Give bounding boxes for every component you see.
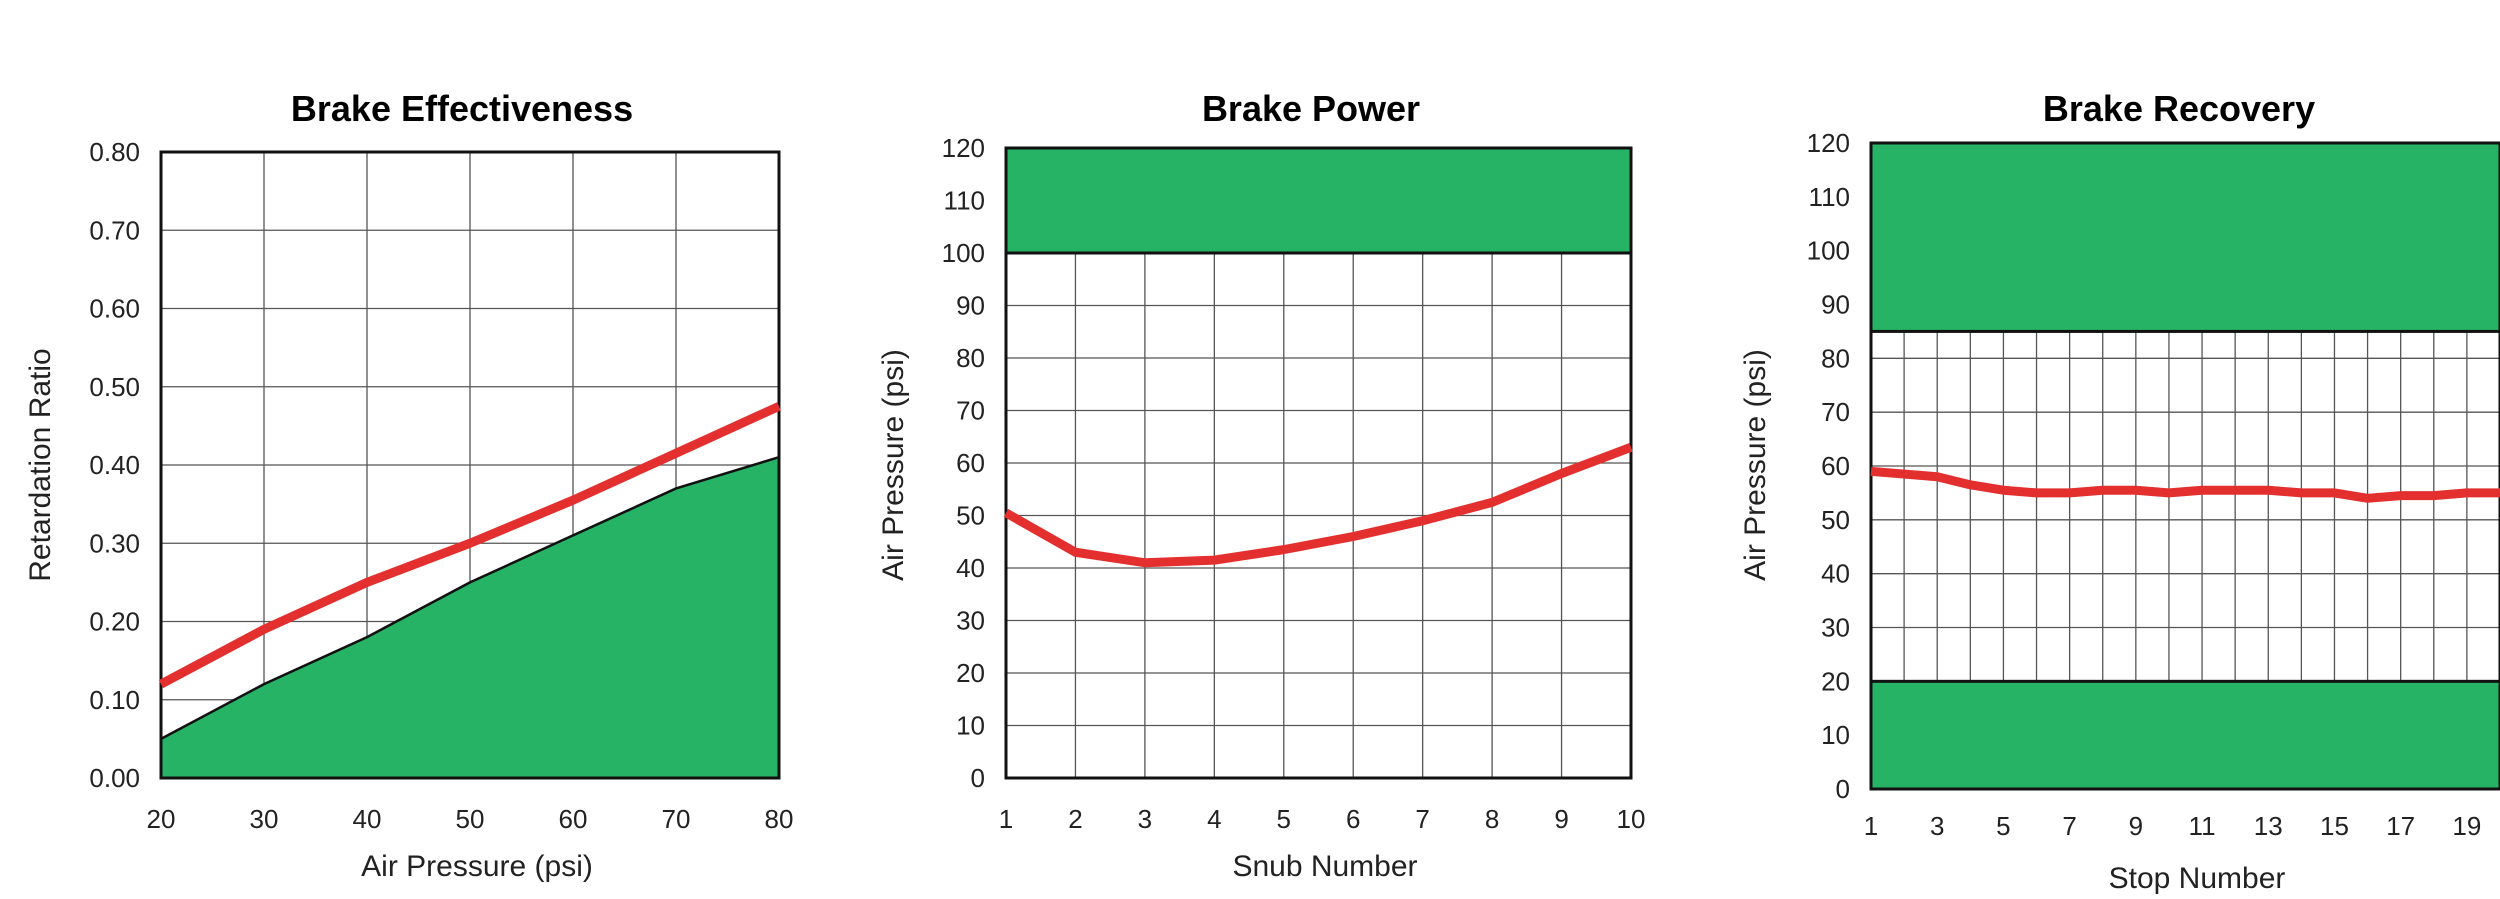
x-tick-label: 7 — [1415, 804, 1429, 834]
y-tick-label: 0.00 — [89, 763, 140, 793]
y-tick-label: 0 — [1836, 774, 1850, 804]
x-tick-label: 2 — [1068, 804, 1082, 834]
x-tick-label: 80 — [765, 804, 794, 834]
y-tick-label: 120 — [942, 133, 985, 163]
x-tick-label: 8 — [1485, 804, 1499, 834]
series-line — [158, 402, 781, 689]
y-axis-label: Air Pressure (psi) — [1739, 349, 1772, 581]
y-tick-label: 60 — [956, 448, 985, 478]
x-axis-label: Stop Number — [2109, 862, 2286, 895]
x-tick-label: 10 — [1617, 804, 1646, 834]
chart-title: Brake Recovery — [2043, 88, 2315, 129]
x-tick-label: 19 — [2452, 811, 2481, 841]
y-tick-label: 30 — [956, 606, 985, 636]
y-tick-label: 90 — [956, 291, 985, 321]
y-tick-label: 20 — [956, 658, 985, 688]
x-axis-label: Snub Number — [1232, 850, 1417, 883]
y-tick-label: 0.10 — [89, 685, 140, 715]
x-tick-label: 9 — [1554, 804, 1568, 834]
acceptable-band — [1869, 141, 2500, 333]
y-tick-label: 40 — [1821, 559, 1850, 589]
y-tick-label: 100 — [942, 238, 985, 268]
x-tick-label: 3 — [1930, 811, 1944, 841]
y-tick-label: 70 — [1821, 397, 1850, 427]
area-fill — [161, 457, 779, 778]
y-tick-label: 0.50 — [89, 372, 140, 402]
plot-frame — [1004, 146, 1633, 780]
x-tick-label: 20 — [147, 804, 176, 834]
y-tick-label: 0.20 — [89, 607, 140, 637]
x-tick-label: 4 — [1207, 804, 1221, 834]
acceptable-band — [1869, 679, 2500, 791]
y-axis-label: Retardation Ratio — [24, 348, 57, 581]
x-tick-label: 50 — [456, 804, 485, 834]
plot-frame — [1869, 141, 2500, 791]
x-tick-label: 40 — [353, 804, 382, 834]
y-tick-label: 120 — [1807, 128, 1850, 158]
y-tick-label: 80 — [1821, 343, 1850, 373]
x-tick-label: 3 — [1138, 804, 1152, 834]
y-tick-label: 0.60 — [89, 294, 140, 324]
x-tick-label: 70 — [662, 804, 691, 834]
chart-title: Brake Power — [1202, 88, 1420, 129]
y-tick-label: 20 — [1821, 666, 1850, 696]
x-tick-label: 60 — [559, 804, 588, 834]
plot-area: 20 30 40 50 60 70 80 0.00 0.10 0.20 0.30 0.40 0.50 0.… — [89, 137, 793, 834]
x-tick-label: 15 — [2320, 811, 2349, 841]
y-tick-label: 0.40 — [89, 450, 140, 480]
y-tick-label: 0.30 — [89, 528, 140, 558]
area-boundary-line — [160, 455, 780, 740]
y-tick-label: 110 — [944, 186, 985, 216]
y-tick-label: 60 — [1821, 451, 1850, 481]
x-axis-label: Air Pressure (psi) — [361, 850, 593, 883]
y-tick-label: 50 — [956, 501, 985, 531]
acceptable-band — [1004, 146, 1633, 255]
x-tick-label: 6 — [1346, 804, 1360, 834]
y-tick-label: 90 — [1821, 290, 1850, 320]
chart-title: Brake Effectiveness — [291, 88, 633, 129]
y-tick-label: 0.80 — [89, 137, 140, 167]
chart-brake-effectiveness: 20 30 40 50 60 70 80 0.00 0.10 0.20 0.30 0.40 0.50 0.… — [24, 88, 793, 883]
x-tick-label: 30 — [250, 804, 279, 834]
chart-brake-power: 1 2 3 4 5 6 7 8 9 100102030405060708090100110120 … — [877, 88, 1645, 883]
x-tick-label: 13 — [2254, 811, 2283, 841]
y-tick-label: 100 — [1807, 236, 1850, 266]
y-tick-label: 10 — [1821, 720, 1850, 750]
x-tick-label: 9 — [2129, 811, 2143, 841]
y-tick-label: 110 — [1809, 182, 1850, 212]
plot-frame — [159, 150, 781, 780]
y-tick-label: 30 — [1821, 613, 1850, 643]
y-tick-label: 0 — [971, 763, 985, 793]
x-tick-label: 7 — [2062, 811, 2076, 841]
y-tick-label: 40 — [956, 553, 985, 583]
chart-brake-recovery: 1 3 5 7 9 11 13 15 17 190102030405060708090100110… — [1739, 88, 2500, 895]
y-tick-label: 10 — [956, 711, 985, 741]
y-axis-label: Air Pressure (psi) — [877, 349, 910, 581]
y-tick-label: 50 — [1821, 505, 1850, 535]
x-tick-label: 1 — [1864, 811, 1878, 841]
series-line — [1870, 466, 2500, 503]
series-line — [1003, 443, 1633, 568]
x-tick-label: 5 — [1277, 804, 1291, 834]
x-tick-label: 17 — [2386, 811, 2415, 841]
x-tick-label: 11 — [2189, 811, 2216, 841]
plot-area: 1 3 5 7 9 11 13 15 17 190102030405060708090100110… — [1807, 128, 2500, 841]
x-tick-label: 1 — [999, 804, 1013, 834]
y-tick-label: 0.70 — [89, 215, 140, 245]
y-tick-label: 80 — [956, 343, 985, 373]
y-tick-label: 70 — [956, 396, 985, 426]
x-tick-label: 5 — [1996, 811, 2010, 841]
